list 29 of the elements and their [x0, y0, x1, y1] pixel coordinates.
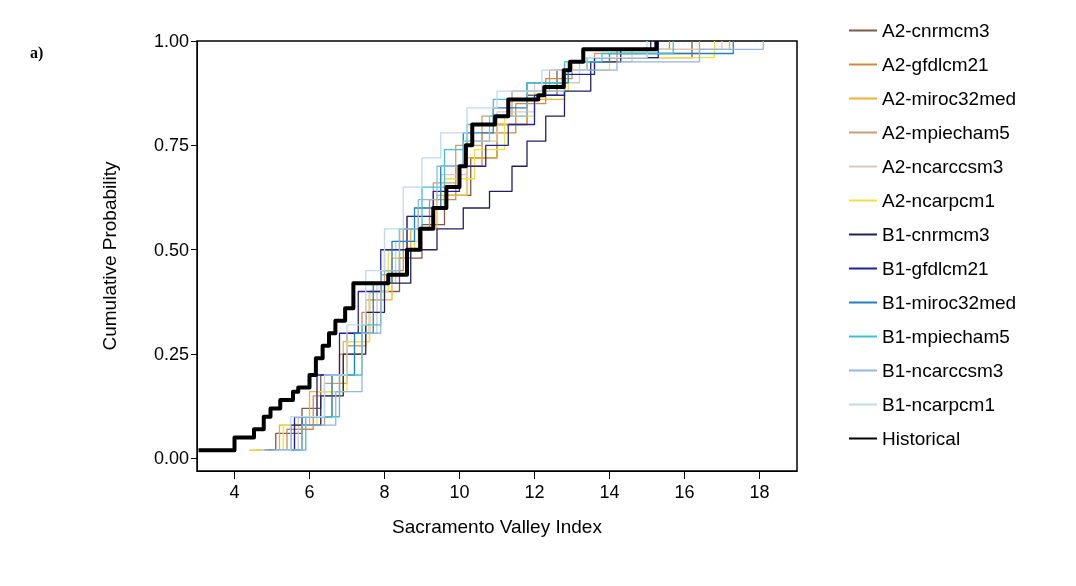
legend-label: A2-miroc32med — [882, 88, 1017, 109]
legend-label: Historical — [882, 428, 961, 449]
legend-label: B1-ncarccsm3 — [882, 360, 1004, 381]
y-tick-label: 0.00 — [153, 448, 189, 469]
text: a) — [30, 43, 44, 62]
x-tick-label: 4 — [229, 482, 240, 502]
y-tick-label: 0.50 — [153, 239, 189, 260]
legend-label: A2-gfdlcm21 — [882, 54, 989, 75]
x-tick-label: 6 — [304, 482, 315, 502]
legend-label: A2-cnrmcm3 — [882, 20, 990, 41]
legend-label: B1-cnrmcm3 — [882, 224, 990, 245]
legend-label: B1-mpiecham5 — [882, 326, 1010, 347]
x-tick-label: 12 — [524, 482, 545, 502]
legend-label: A2-ncarccsm3 — [882, 156, 1004, 177]
x-axis-title: Sacramento Valley Index — [392, 516, 603, 537]
legend-label: B1-miroc32med — [882, 292, 1017, 313]
legend-label: B1-ncarpcm1 — [882, 394, 995, 415]
x-tick-label: 10 — [449, 482, 470, 502]
legend-label: A2-ncarpcm1 — [882, 190, 995, 211]
x-tick-label: 18 — [749, 482, 770, 502]
x-tick-label: 16 — [674, 482, 695, 502]
x-tick-label: 14 — [599, 482, 620, 502]
y-tick-label: 0.75 — [153, 135, 189, 156]
x-tick-label: 8 — [379, 482, 390, 502]
y-axis-title: Cumulative Probability — [99, 160, 120, 351]
y-tick-label: 0.25 — [153, 344, 189, 365]
legend-label: A2-mpiecham5 — [882, 122, 1010, 143]
legend-label: B1-gfdlcm21 — [882, 258, 989, 279]
y-tick-label: 1.00 — [153, 31, 189, 51]
